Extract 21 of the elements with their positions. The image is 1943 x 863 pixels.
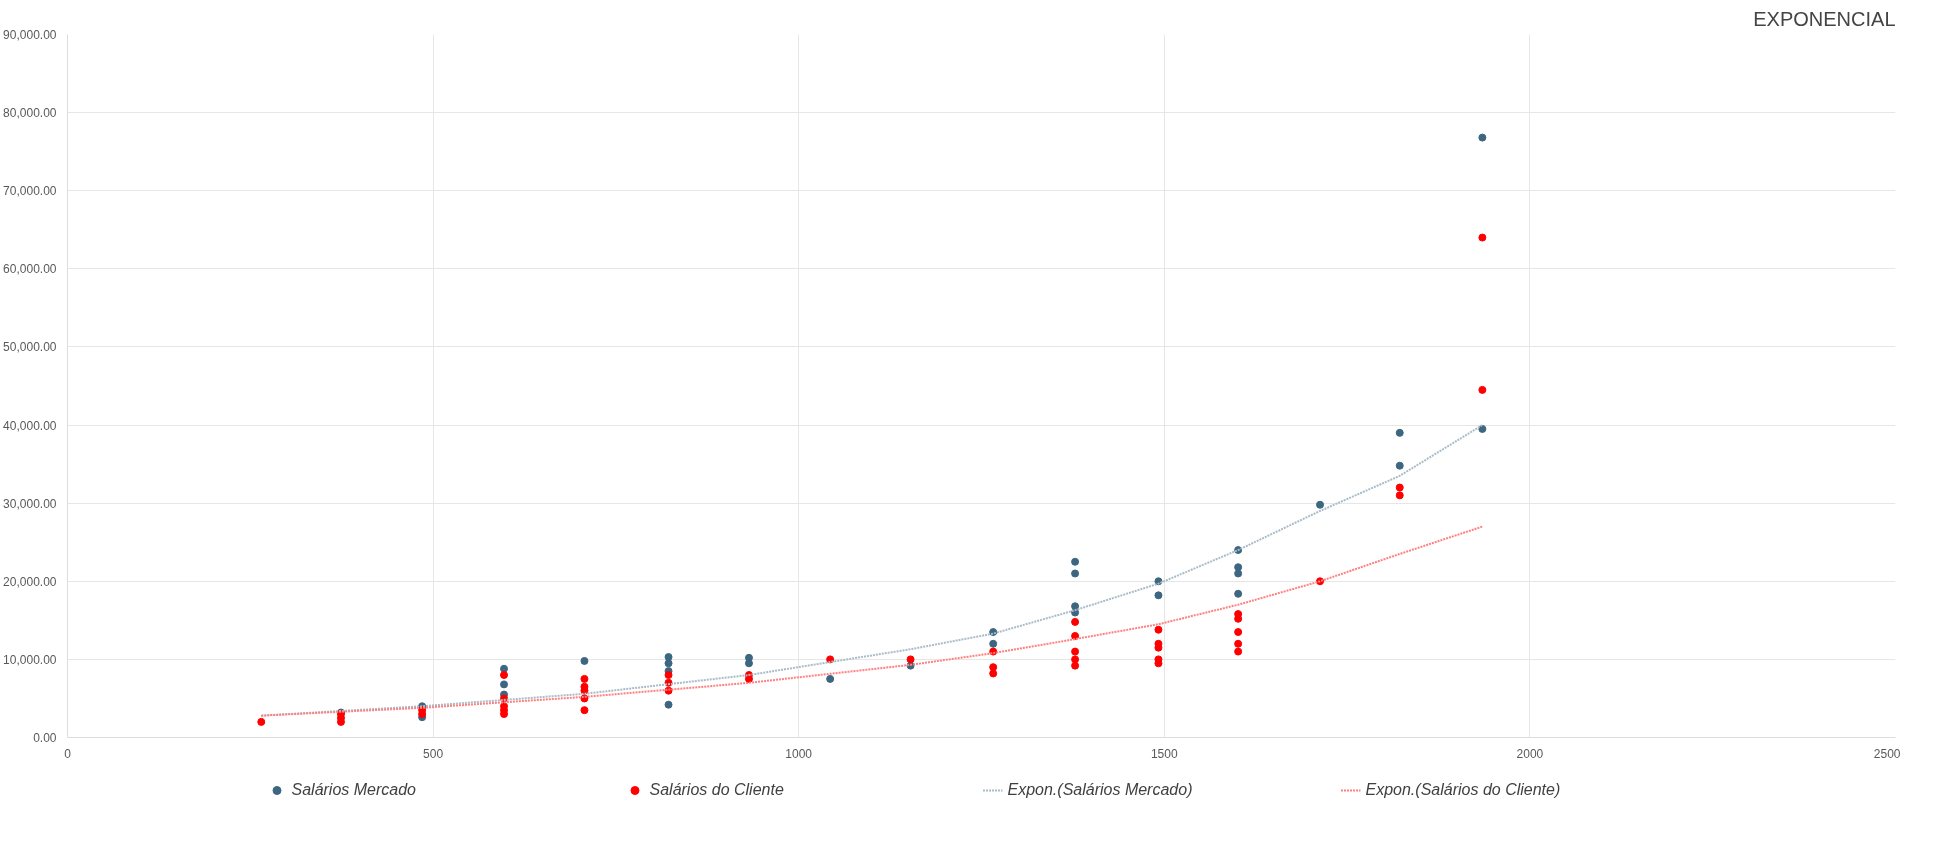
x-tick-label: 0 <box>64 746 72 761</box>
chart-title: EXPONENCIAL <box>1753 7 1896 30</box>
y-tick-label: 30,000.00 <box>3 496 57 511</box>
y-tick-label: 80,000.00 <box>3 106 57 121</box>
legend-label: Expon.(Salários Mercado) <box>1007 781 1194 799</box>
legend-label: Salários do Cliente <box>649 781 785 799</box>
x-tick-label: 1500 <box>1150 746 1178 761</box>
legend-label: Expon.(Salários do Cliente) <box>1365 781 1562 799</box>
y-tick-label: 40,000.00 <box>3 418 57 433</box>
legend-label: Salários Mercado <box>291 781 417 799</box>
y-tick-label: 70,000.00 <box>3 184 57 199</box>
y-tick-label: 10,000.00 <box>3 652 57 667</box>
y-tick-label: 60,000.00 <box>3 262 57 277</box>
x-tick-label: 2000 <box>1516 746 1544 761</box>
x-tick-label: 2500 <box>1873 746 1901 761</box>
x-tick-label: 1000 <box>785 746 813 761</box>
y-tick-label: 50,000.00 <box>3 340 57 355</box>
y-tick-label: 0.00 <box>33 731 57 745</box>
y-tick-label: 90,000.00 <box>3 28 57 42</box>
x-tick-label: 500 <box>423 746 444 761</box>
y-tick-label: 20,000.00 <box>3 574 57 589</box>
